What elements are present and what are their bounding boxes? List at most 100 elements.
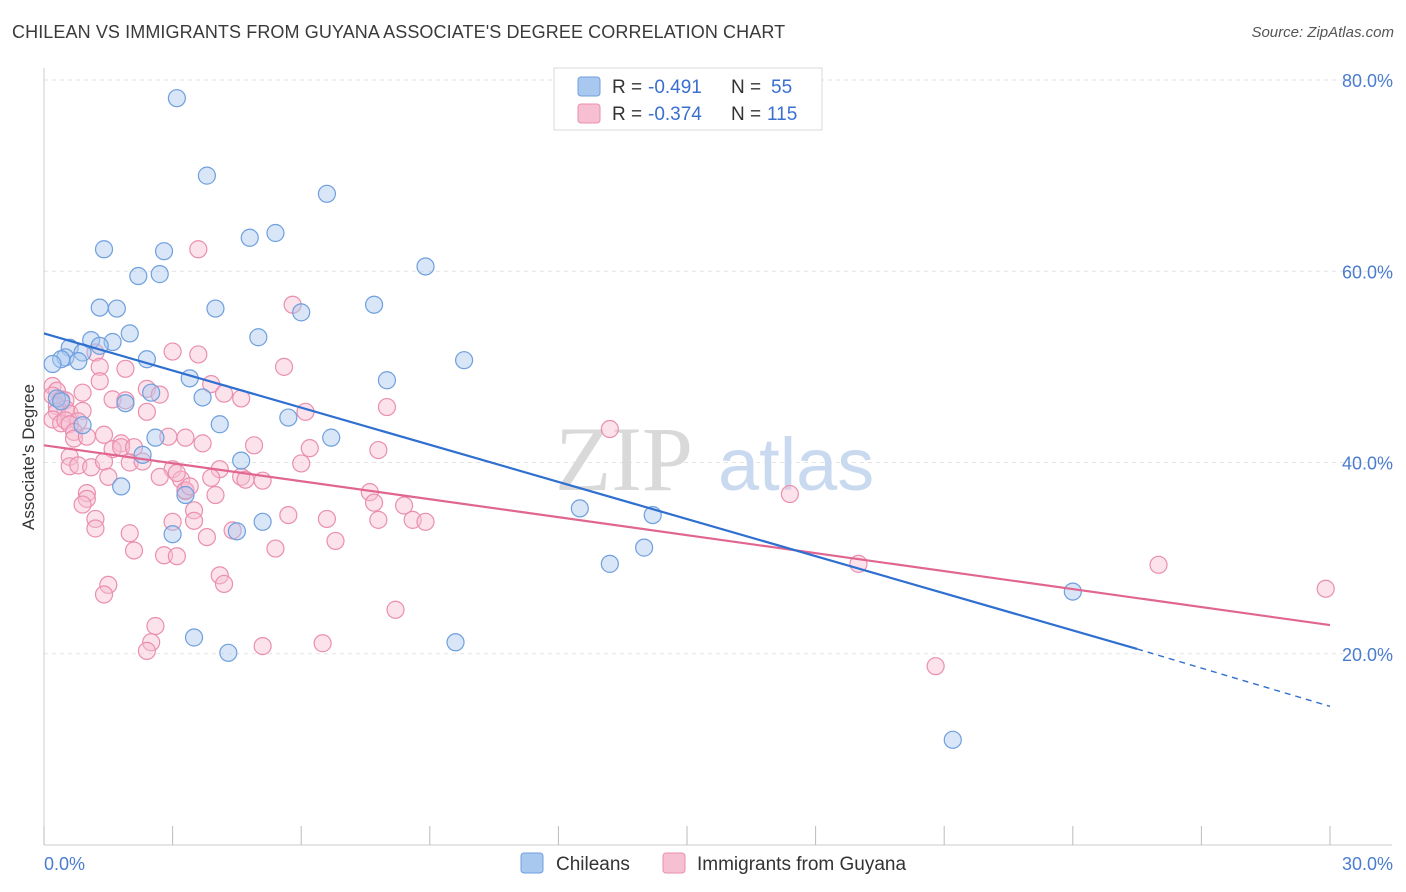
guyana-point [386,600,405,619]
chilean-point [112,477,131,496]
guyana-point [206,485,225,505]
watermark-atlas: atlas [718,423,874,506]
guyana-point [120,524,139,543]
chilean-point [446,633,465,652]
chilean-point [210,415,229,434]
guyana-point [73,383,92,402]
guyana-point [116,359,135,378]
chilean-point [253,512,272,531]
tick-labels: 20.0% 40.0% 60.0% 80.0% 0.0% 30.0% [44,71,1393,874]
chilean-point [116,394,135,413]
legend-r-value-1: -0.491 [648,77,702,98]
guyana-point [133,452,152,471]
axes [43,68,1392,846]
guyana-point [73,401,92,420]
y-tick-label-20: 20.0% [1342,645,1393,665]
guyana-point [369,510,388,529]
chilean-point [266,223,285,243]
chilean-point [1063,582,1082,601]
guyana-point [300,439,319,458]
guyana-point [142,633,161,652]
guyana-point [77,484,96,503]
y-tick-label-80: 80.0% [1342,71,1393,91]
chilean-point [167,89,186,108]
guyana-point [94,425,114,444]
chilean-point [150,265,169,284]
chilean-point [219,643,238,662]
guyana-point [253,636,272,656]
chilean-point [184,628,204,647]
guyana-point [394,496,414,515]
chilean-point [635,538,654,557]
guyana-point [180,477,199,496]
guyana-point [369,440,388,460]
guyana-point [137,402,156,421]
guyana-point [99,467,118,486]
guyana-point [296,402,315,421]
guyana-point [266,539,285,558]
chilean-point [570,499,589,518]
chilean-point [154,242,174,261]
trend-line-chileans-extension [1136,648,1331,708]
guyana-point [1316,579,1335,598]
grid-lines [44,79,1392,655]
chilean-point [322,428,341,447]
chilean-point [193,388,212,407]
chilean-point [129,266,148,286]
y-tick-label-40: 40.0% [1342,454,1393,474]
guyana-point [326,531,345,551]
chilean-point [107,299,126,318]
guyana-point [1149,555,1168,574]
guyana-point [244,436,264,455]
guyana-point [600,419,619,439]
guyana-point [94,585,114,604]
chilean-point [142,383,161,402]
legend-r-label-1: R = [612,77,642,98]
bottom-legend-chileans: Chileans [556,854,630,875]
guyana-point [317,509,337,529]
guyana-point [184,501,204,520]
guyana-point [202,468,221,487]
y-tick-label-60: 60.0% [1342,262,1393,282]
guyana-point [167,547,186,566]
guyana-point [292,454,311,473]
chilean-point [176,485,195,505]
guyana-point [926,657,945,676]
chilean-point [943,730,962,749]
chilean-point [317,184,337,203]
chilean-point [416,257,435,276]
legend-r-label-2: R = [612,104,642,125]
chilean-point [73,416,92,435]
trend-lines [43,332,1331,708]
guyana-point [189,240,208,259]
watermark: ZIP atlas [555,408,874,510]
chilean-point [90,298,109,317]
chilean-point [377,371,397,390]
chilean-point [43,354,62,374]
guyana-point [90,372,109,391]
legend-swatch-guyana [577,103,601,124]
guyana-point [90,357,109,376]
guyana-point [313,634,332,653]
guyana-point [154,546,174,565]
chart-title: CHILEAN VS IMMIGRANTS FROM GUYANA ASSOCI… [12,22,786,42]
chilean-point [232,451,251,470]
legend-r-value-2: -0.374 [648,104,702,125]
bottom-legend-swatch-chileans [520,852,544,874]
chilean-point [292,303,311,322]
guyana-point [163,342,182,361]
guyana-point [159,427,178,446]
legend-n-label-2: N = [731,104,761,125]
guyana-point [167,463,186,483]
guyana-point [189,345,208,364]
trend-line-guyana [43,444,1331,627]
guyana-point [99,575,118,595]
x-tick-label-30: 30.0% [1342,854,1393,874]
watermark-zip: ZIP [555,408,693,510]
guyana-point [780,484,799,504]
guyana-point [86,509,105,529]
chilean-point [279,408,298,427]
guyana-point [73,495,92,514]
chilean-point [146,428,165,447]
guyana-point [364,493,384,512]
